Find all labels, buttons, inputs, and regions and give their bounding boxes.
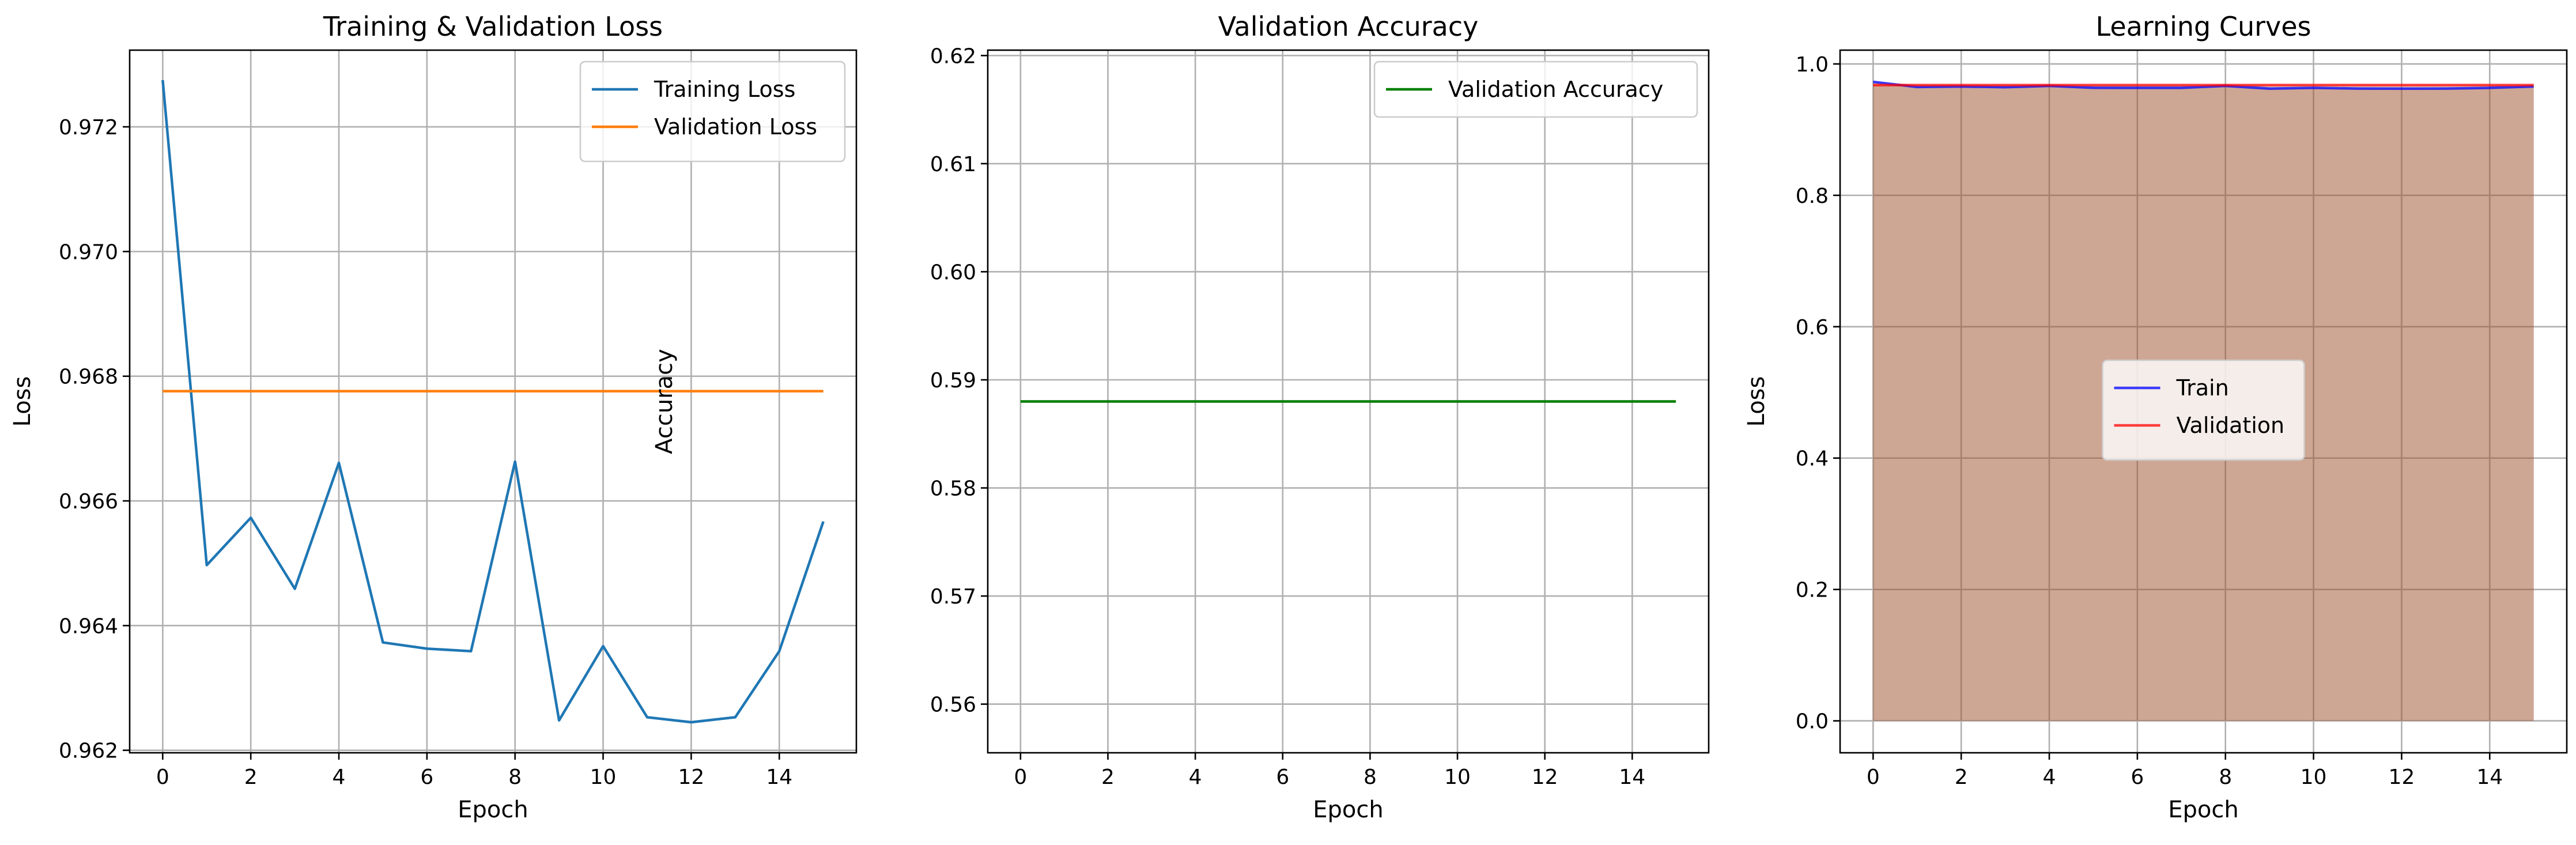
- y-axis-label: Accuracy: [651, 349, 678, 454]
- y-tick-label: 0.2: [1796, 579, 1829, 602]
- y-tick-label: 0.56: [930, 693, 976, 717]
- x-axis-label: Epoch: [2168, 797, 2238, 823]
- chart-panel-1: 0 2 4 6 8 10 12 14 0.962 0.964 0.966 0.968 0.970 0.97…: [9, 11, 858, 823]
- y-tick-label: 0.972: [59, 116, 118, 139]
- y-tick-label: 0.62: [930, 44, 976, 68]
- legend-label: Train: [2176, 375, 2229, 401]
- y-tick-label: 0.968: [59, 365, 118, 389]
- grid: [1840, 50, 2567, 753]
- y-tick-label: 0.4: [1796, 447, 1829, 471]
- y-tick-label: 1.0: [1796, 53, 1829, 77]
- x-tick-label: 12: [678, 765, 705, 789]
- series-line-train: [1873, 80, 2534, 90]
- y-tick-label: 0.8: [1796, 184, 1829, 208]
- legend-label: Validation Accuracy: [1448, 77, 1663, 102]
- x-tick-label: 6: [420, 765, 433, 789]
- x-tick-label: 4: [2043, 765, 2056, 789]
- x-tick-label: 10: [2301, 765, 2327, 789]
- x-tick-label: 0: [1867, 765, 1880, 789]
- x-tick-label: 6: [2131, 765, 2144, 789]
- chart-title: Training & Validation Loss: [323, 11, 663, 42]
- x-tick-label: 8: [1363, 765, 1377, 789]
- x-tick-label: 12: [1532, 765, 1558, 789]
- y-tick-label: 0.60: [930, 261, 976, 284]
- legend-box: [579, 61, 846, 163]
- legend: Training Loss Validation Loss: [579, 61, 846, 163]
- x-tick-label: 10: [590, 765, 617, 789]
- chart-panel-2: 0 2 4 6 8 10 12 14 0.56 0.57 0.58 0.59 0.60 0.61 0.62 V…: [651, 11, 1710, 823]
- ticks: 0 2 4 6 8 10 12 14 0.0 0.2 0.4 0.6 0.8 1.0: [1796, 53, 2503, 789]
- x-tick-label: 2: [1101, 765, 1115, 789]
- ticks: 0 2 4 6 8 10 12 14 0.962 0.964 0.966 0.968 0.970 0.97…: [59, 116, 792, 789]
- legend-label: Training Loss: [654, 77, 795, 102]
- x-tick-label: 14: [766, 765, 792, 789]
- y-tick-label: 0.58: [930, 477, 976, 501]
- y-tick-label: 0.964: [59, 614, 118, 638]
- x-tick-label: 6: [1276, 765, 1289, 789]
- x-tick-label: 2: [1955, 765, 1968, 789]
- y-tick-label: 0.59: [930, 369, 976, 393]
- y-tick-label: 0.970: [59, 240, 118, 264]
- x-tick-label: 0: [156, 765, 169, 789]
- y-tick-label: 0.57: [930, 585, 976, 609]
- chart-panel-3: 0 2 4 6 8 10 12 14 0.0 0.2 0.4 0.6 0.8 1.0 Learning Cu…: [1743, 11, 2568, 823]
- x-tick-label: 14: [1619, 765, 1645, 789]
- legend-label: Validation: [2177, 413, 2285, 438]
- axes-frame: [987, 49, 1710, 754]
- axes-frame: [1839, 49, 2568, 754]
- y-axis-label: Loss: [9, 376, 36, 427]
- legend: Train Validation: [2102, 359, 2305, 461]
- axes-frame: [129, 49, 858, 754]
- y-tick-label: 0.61: [930, 153, 976, 176]
- x-tick-label: 2: [244, 765, 258, 789]
- legend-box: [1373, 61, 1698, 118]
- y-tick-label: 0.966: [59, 490, 118, 514]
- grid: [988, 50, 1709, 753]
- legend-label: Validation Loss: [654, 114, 817, 139]
- x-tick-label: 14: [2476, 765, 2503, 789]
- series-group: [161, 80, 825, 724]
- x-axis-label: Epoch: [458, 797, 528, 823]
- x-tick-label: 8: [508, 765, 522, 789]
- chart-title: Learning Curves: [2096, 11, 2311, 42]
- legend: Validation Accuracy: [1373, 61, 1698, 118]
- y-tick-label: 0.962: [59, 740, 118, 763]
- x-tick-label: 8: [2219, 765, 2232, 789]
- panels: 0 2 4 6 8 10 12 14 0.962 0.964 0.966 0.968 0.970 0.97…: [9, 11, 2568, 823]
- x-tick-label: 4: [333, 765, 346, 789]
- grid: [130, 50, 856, 753]
- x-tick-label: 10: [1444, 765, 1471, 789]
- y-axis-label: Loss: [1743, 376, 1770, 427]
- x-axis-label: Epoch: [1313, 797, 1383, 823]
- chart-title: Validation Accuracy: [1218, 11, 1479, 42]
- y-tick-label: 0.0: [1796, 710, 1829, 734]
- x-tick-label: 0: [1014, 765, 1027, 789]
- x-tick-label: 4: [1189, 765, 1202, 789]
- x-tick-label: 12: [2389, 765, 2415, 789]
- series-line-training-loss: [161, 80, 825, 724]
- ticks: 0 2 4 6 8 10 12 14 0.56 0.57 0.58 0.59 0.60 0.61 0.62: [930, 44, 1645, 789]
- y-tick-label: 0.6: [1796, 316, 1829, 339]
- legend-box: [2102, 359, 2305, 461]
